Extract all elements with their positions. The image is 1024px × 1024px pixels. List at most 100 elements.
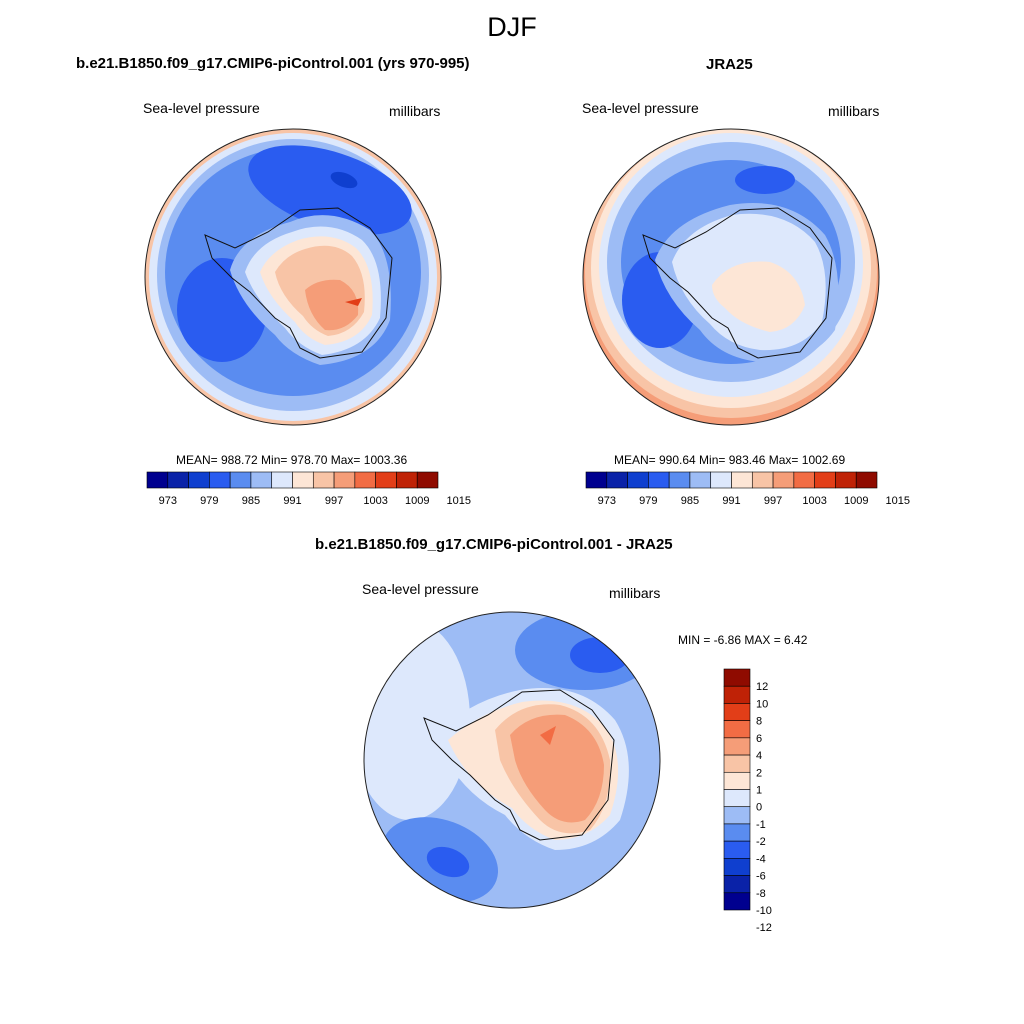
colorbar-1-tick-label: 1003	[363, 495, 387, 507]
map-3-difference-slp	[363, 611, 661, 909]
colorbar-1-swatch-0	[146, 471, 169, 489]
colorbar-3-swatch-9	[723, 737, 751, 756]
colorbar-3-swatch-5	[723, 806, 751, 825]
colorbar-2-tick-label: 1003	[802, 495, 826, 507]
colorbar-2-swatch-5	[689, 471, 712, 489]
map-1-low-upper	[248, 145, 412, 235]
panel-2-stats: MEAN= 990.64 Min= 983.46 Max= 1002.69	[614, 453, 846, 467]
colorbar-2-swatch-0	[585, 471, 608, 489]
colorbar-2-tick-label: 985	[681, 495, 699, 507]
map-3-antarctica-coast	[423, 689, 615, 841]
colorbar-2-tick-label: 1009	[844, 495, 868, 507]
colorbar-3-swatch-3	[723, 840, 751, 859]
colorbar-3-tick-label: 2	[756, 767, 762, 779]
colorbar-3-tick-label: 4	[756, 750, 762, 762]
panel-1-variable-label: Sea-level pressure	[143, 100, 260, 116]
panel-1-stats: MEAN= 988.72 Min= 978.70 Max= 1003.36	[176, 453, 408, 467]
colorbar-1-tick-label: 997	[325, 495, 343, 507]
colorbar-3-tick-label: -1	[756, 819, 766, 831]
colorbar-3-tick-label: -2	[756, 836, 766, 848]
map-1-max-core	[345, 298, 362, 306]
colorbar-3-swatch-6	[723, 789, 751, 808]
colorbar-1-swatch-2	[188, 471, 210, 489]
colorbar-3-swatch-10	[723, 720, 751, 739]
map-2-outline	[582, 128, 880, 426]
panel-2-title: JRA25	[706, 56, 753, 73]
map-1-low-core	[330, 171, 358, 189]
map-1-antarctica-coast	[204, 207, 393, 359]
colorbar-1-tick-label: 1009	[405, 495, 429, 507]
colorbar-1-swatch-12	[396, 471, 418, 489]
colorbar-1-tick-label: 979	[200, 495, 218, 507]
colorbar-1-swatch-9	[333, 471, 356, 489]
colorbar-3-tick-label: 8	[756, 716, 762, 728]
colorbar-2-swatch-7	[731, 471, 753, 489]
colorbar-2-swatch-4	[668, 471, 691, 489]
panel-3-units-label: millibars	[609, 585, 661, 601]
colorbar-3-swatch-13	[723, 668, 751, 687]
map-1-band-1003	[305, 279, 359, 331]
colorbar-2-tick-label: 973	[598, 495, 616, 507]
colorbar-2-swatch-3	[648, 471, 670, 489]
panel-1-title: b.e21.B1850.f09_g17.CMIP6-piControl.001 …	[76, 55, 470, 72]
map-3-outline	[363, 611, 661, 909]
colorbar-3-swatch-4	[723, 823, 751, 842]
colorbar-3-tick-label: 6	[756, 733, 762, 745]
colorbar-1-tick-label: 973	[159, 495, 177, 507]
colorbar-2-tick-label: 1015	[886, 495, 910, 507]
colorbar-3-tick-label: -10	[756, 905, 772, 917]
colorbar-3-tick-label: 10	[756, 698, 768, 710]
colorbar-2-swatch-13	[855, 471, 878, 489]
colorbar-2-swatch-9	[772, 471, 795, 489]
colorbar-3-tick-label: 1	[756, 785, 762, 797]
colorbar-3-tick-label: -6	[756, 871, 766, 883]
map-3-negative-lower-core	[426, 846, 470, 878]
map-3-band-4	[510, 714, 604, 823]
colorbar-3-tick-label: -4	[756, 853, 766, 865]
panel-2-units-label: millibars	[828, 103, 880, 119]
colorbar-3-tick-label: -12	[756, 922, 772, 934]
colorbar-1-swatch-3	[209, 471, 231, 489]
panel-3-stats: MIN = -6.86 MAX = 6.42	[678, 633, 808, 647]
main-title: DJF	[487, 12, 537, 42]
colorbar-1-tick-label: 985	[242, 495, 260, 507]
colorbar-2: 973 979 985 991 997 1003 1009 1015	[585, 471, 910, 507]
map-1-model-slp	[144, 128, 442, 426]
colorbar-2-swatch-8	[751, 471, 774, 489]
colorbar-2-swatch-10	[793, 471, 815, 489]
colorbar-2-tick-label: 991	[722, 495, 740, 507]
colorbar-1-swatch-10	[354, 471, 376, 489]
colorbar-1: 973 979 985 991 997 1003 1009 1015	[146, 471, 471, 507]
map-2-band-997-inner	[712, 261, 805, 332]
colorbar-3-swatch-11	[723, 703, 751, 721]
map-2-jra25-slp	[582, 128, 880, 426]
colorbar-3-tick-label: 12	[756, 681, 768, 693]
colorbar-3-swatch-1	[723, 875, 751, 894]
colorbar-1-swatch-1	[167, 471, 189, 489]
colorbar-2-tick-label: 979	[639, 495, 657, 507]
colorbar-1-tick-label: 991	[283, 495, 301, 507]
colorbar-1-swatch-5	[250, 471, 273, 489]
colorbar-3-swatch-8	[723, 754, 751, 773]
colorbar-2-tick-label: 997	[764, 495, 782, 507]
colorbar-1-swatch-4	[229, 471, 252, 489]
colorbar-1-swatch-8	[312, 471, 335, 489]
colorbar-2-swatch-6	[710, 471, 732, 489]
colorbar-1-swatch-11	[375, 471, 397, 489]
colorbar-3-swatch-12	[723, 685, 751, 704]
colorbar-2-swatch-2	[627, 471, 649, 489]
colorbar-2-swatch-12	[835, 471, 857, 489]
colorbar-3-tick-label: -8	[756, 888, 766, 900]
colorbar-1-swatch-6	[271, 471, 293, 489]
colorbar-1-swatch-13	[416, 471, 439, 489]
map-2-low-upper	[735, 166, 795, 194]
map-1-outline	[144, 128, 442, 426]
panel-3-title: b.e21.B1850.f09_g17.CMIP6-piControl.001 …	[315, 536, 673, 553]
map-2-antarctica-coast	[642, 207, 833, 359]
map-3-negative-upper-core	[570, 637, 630, 673]
map-3-near-zero-left	[364, 620, 470, 820]
panel-3-variable-label: Sea-level pressure	[362, 581, 479, 597]
colorbar-2-swatch-1	[606, 471, 628, 489]
